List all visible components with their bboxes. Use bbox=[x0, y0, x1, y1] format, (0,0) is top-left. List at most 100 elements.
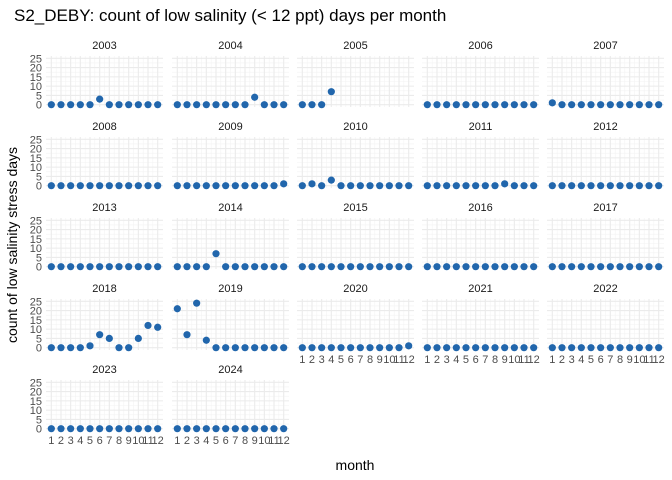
x-tick-label: 12 bbox=[653, 354, 665, 366]
data-point bbox=[645, 101, 653, 109]
facet-strip-label: 2008 bbox=[92, 121, 116, 133]
x-tick-label: 6 bbox=[473, 354, 479, 366]
y-tick-label: 25 bbox=[30, 296, 42, 308]
data-point bbox=[481, 263, 489, 271]
data-point bbox=[144, 263, 152, 271]
data-point bbox=[202, 101, 210, 109]
data-point bbox=[222, 263, 230, 271]
data-point bbox=[510, 182, 518, 190]
data-point bbox=[96, 425, 104, 433]
data-point bbox=[635, 182, 643, 190]
data-point bbox=[645, 344, 653, 352]
data-point bbox=[260, 344, 268, 352]
data-point bbox=[462, 101, 470, 109]
data-point bbox=[270, 101, 278, 109]
data-point bbox=[520, 263, 528, 271]
facet-strip-label: 2006 bbox=[468, 40, 492, 52]
y-tick-label: 15 bbox=[30, 153, 42, 165]
facet-panel-2010: 2010 bbox=[297, 121, 414, 190]
x-tick-label: 10 bbox=[383, 354, 395, 366]
data-point bbox=[144, 321, 152, 330]
data-point bbox=[606, 182, 614, 190]
data-point bbox=[443, 101, 451, 109]
data-point bbox=[655, 182, 663, 190]
facet-strip-label: 2014 bbox=[218, 202, 242, 214]
data-point bbox=[222, 344, 230, 352]
data-point bbox=[260, 182, 268, 190]
data-point bbox=[452, 263, 460, 271]
data-point bbox=[134, 425, 142, 433]
facet-panel-2004: 2004 bbox=[172, 40, 289, 109]
y-tick-label: 10 bbox=[30, 405, 42, 417]
data-point bbox=[655, 263, 663, 271]
data-point bbox=[385, 344, 393, 352]
x-tick-label: 9 bbox=[377, 354, 383, 366]
data-point bbox=[193, 425, 201, 433]
x-tick-label: 7 bbox=[607, 354, 613, 366]
data-point bbox=[251, 182, 259, 190]
data-point bbox=[327, 263, 335, 271]
data-point bbox=[626, 344, 634, 352]
data-point bbox=[280, 180, 288, 188]
data-point bbox=[405, 182, 413, 190]
facet-strip-label: 2005 bbox=[343, 40, 367, 52]
x-tick-label: 1 bbox=[48, 435, 54, 447]
data-point bbox=[318, 263, 326, 271]
data-point bbox=[405, 342, 413, 350]
data-point bbox=[125, 101, 133, 109]
data-point bbox=[298, 101, 306, 109]
data-point bbox=[134, 334, 142, 343]
x-tick-label: 11 bbox=[393, 354, 404, 366]
y-tick-label: 5 bbox=[36, 333, 42, 345]
data-point bbox=[472, 263, 480, 271]
data-point bbox=[616, 182, 624, 190]
data-point bbox=[47, 182, 55, 190]
data-point bbox=[86, 425, 94, 433]
data-point bbox=[231, 425, 239, 433]
data-point bbox=[530, 263, 538, 271]
data-point bbox=[57, 101, 65, 109]
facet-strip-label: 2009 bbox=[218, 121, 242, 133]
data-point bbox=[125, 182, 133, 190]
data-point bbox=[212, 250, 220, 258]
data-point bbox=[520, 182, 528, 190]
x-tick-label: 4 bbox=[578, 354, 584, 366]
data-point bbox=[645, 182, 653, 190]
data-point bbox=[626, 182, 634, 190]
data-point bbox=[47, 101, 55, 109]
data-point bbox=[251, 344, 259, 352]
data-point bbox=[183, 331, 191, 339]
data-point bbox=[183, 263, 191, 271]
data-point bbox=[173, 425, 181, 433]
facet-strip-label: 2011 bbox=[469, 121, 493, 133]
x-tick-label: 3 bbox=[68, 435, 74, 447]
x-tick-label: 4 bbox=[453, 354, 459, 366]
data-point bbox=[270, 425, 278, 433]
data-point bbox=[568, 344, 576, 352]
x-tick-label: 11 bbox=[643, 354, 654, 366]
y-tick-label: 15 bbox=[30, 72, 42, 84]
x-tick-label: 7 bbox=[357, 354, 363, 366]
x-tick-label: 8 bbox=[116, 435, 122, 447]
data-point bbox=[366, 344, 374, 352]
data-point bbox=[134, 182, 142, 190]
data-point bbox=[173, 305, 181, 313]
x-tick-label: 2 bbox=[58, 435, 64, 447]
x-tick-label: 3 bbox=[319, 354, 325, 366]
data-point bbox=[183, 425, 191, 433]
x-tick-label: 7 bbox=[232, 435, 238, 447]
data-point bbox=[462, 263, 470, 271]
data-point bbox=[548, 182, 556, 190]
data-point bbox=[472, 344, 480, 352]
y-tick-label: 20 bbox=[30, 306, 42, 318]
x-tick-label: 2 bbox=[184, 435, 190, 447]
x-tick-label: 11 bbox=[518, 354, 529, 366]
data-point bbox=[280, 263, 288, 271]
x-tick-label: 5 bbox=[338, 354, 344, 366]
facet-panel-2006: 2006 bbox=[422, 40, 539, 109]
data-point bbox=[587, 263, 595, 271]
y-tick-label: 5 bbox=[36, 171, 42, 183]
data-point bbox=[47, 344, 55, 352]
